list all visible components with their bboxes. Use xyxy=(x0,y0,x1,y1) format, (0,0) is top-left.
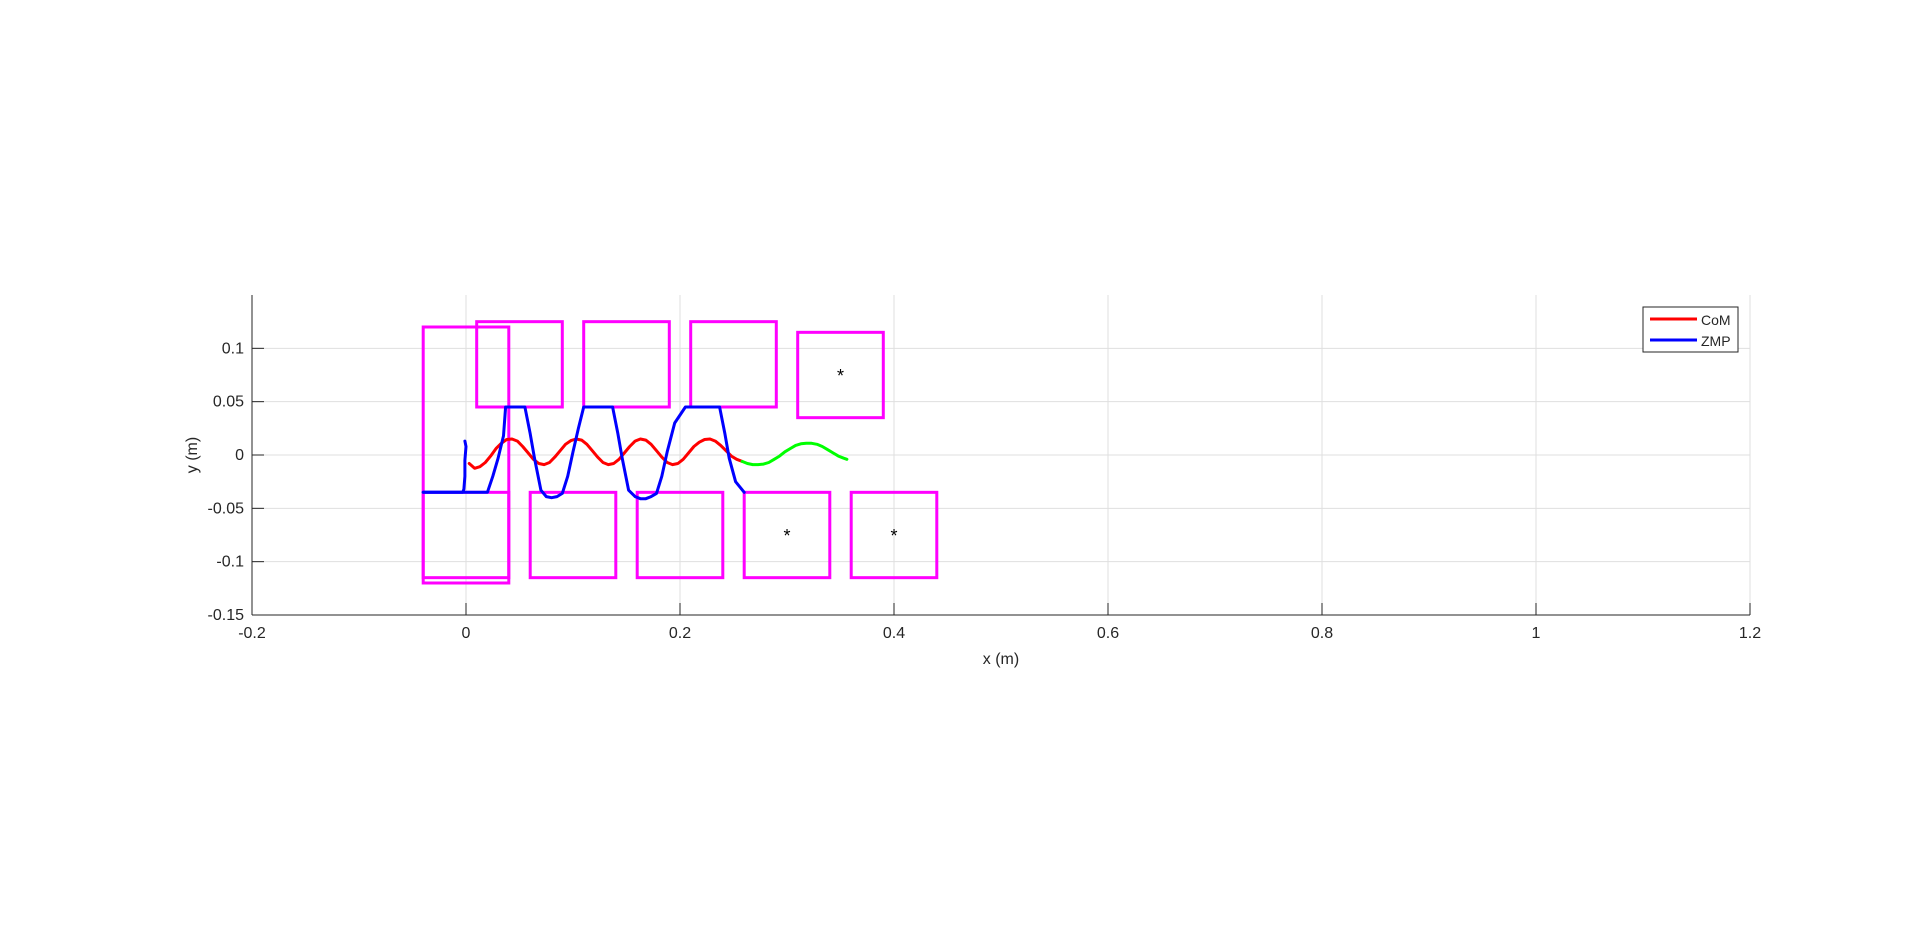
x-tick-label: 0 xyxy=(462,625,471,642)
com-line xyxy=(467,437,744,470)
x-tick-label: 1.2 xyxy=(1739,625,1761,642)
grid xyxy=(252,295,1751,615)
footprint-rect xyxy=(528,490,618,580)
legend: CoM ZMP xyxy=(1642,306,1739,353)
target-markers: * * * xyxy=(783,366,897,546)
x-tick-label: 0.2 xyxy=(669,625,691,642)
x-tick-label: 1 xyxy=(1532,625,1541,642)
target-marker: * xyxy=(837,366,844,386)
legend-label-zmp: ZMP xyxy=(1701,333,1731,349)
y-tick-label: 0.1 xyxy=(222,340,244,357)
footprint-rect xyxy=(849,490,939,580)
legend-label-com: CoM xyxy=(1701,312,1731,328)
target-marker: * xyxy=(783,526,790,546)
series-lines xyxy=(421,405,849,501)
footprints xyxy=(421,320,939,585)
com-preview-line xyxy=(740,441,849,467)
x-tick-label: 0.8 xyxy=(1311,625,1333,642)
y-axis-label: y (m) xyxy=(184,437,201,473)
y-tick-label: -0.15 xyxy=(208,607,245,624)
y-tick-label: -0.05 xyxy=(208,500,245,517)
zmp-initial-spike-line xyxy=(421,439,468,494)
zmp-line xyxy=(421,405,746,501)
y-tick-label: -0.1 xyxy=(216,554,244,571)
y-tick-label: 0 xyxy=(235,447,244,464)
x-tick-label: 0.4 xyxy=(883,625,905,642)
footprint-rect xyxy=(635,490,725,580)
footprint-rect xyxy=(421,325,511,585)
x-tick-label: -0.2 xyxy=(238,625,266,642)
target-marker: * xyxy=(890,526,897,546)
footprint-rect xyxy=(582,320,671,409)
footprint-rect xyxy=(796,330,885,420)
axes: -0.2 0 0.2 0.4 0.6 0.8 1 1.2 -0.15 -0.1 -0.05 0 0.05… xyxy=(208,295,1761,642)
footprint-rect xyxy=(742,490,832,580)
x-axis-label: x (m) xyxy=(983,651,1019,668)
y-tick-label: 0.05 xyxy=(213,394,244,411)
footprint-rect xyxy=(689,320,778,409)
x-tick-label: 0.6 xyxy=(1097,625,1119,642)
legend-box xyxy=(1642,306,1739,353)
